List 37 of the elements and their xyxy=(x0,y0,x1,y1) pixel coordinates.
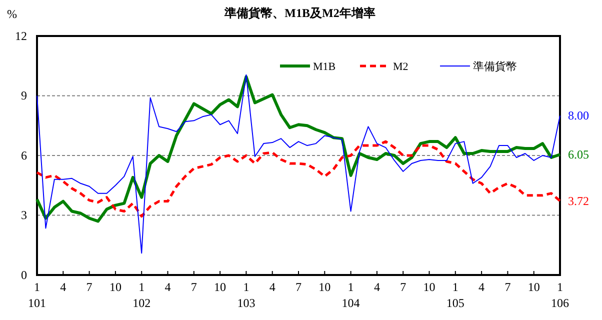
x-tick-label: 7 xyxy=(190,280,197,294)
x-tick-label: 4 xyxy=(164,280,171,294)
x-tick-label: 4 xyxy=(374,280,380,294)
x-tick-label: 1 101 xyxy=(28,280,46,310)
x-tick-label: 1 106 xyxy=(551,280,569,310)
x-tick-label: 7 xyxy=(296,280,302,294)
y-axis-title: % xyxy=(7,7,17,21)
x-tick-label: 4 xyxy=(478,280,485,294)
y-tick-label: 9 xyxy=(21,88,27,103)
line-series xyxy=(36,75,562,223)
data-label: 3.72 xyxy=(568,194,589,208)
y-tick-label: 0 xyxy=(21,268,27,282)
x-tick-label: 1 103 xyxy=(237,280,256,310)
x-tick-label: 10 xyxy=(423,280,436,294)
x-tick-label: 10 xyxy=(318,280,331,294)
x-tick-label: 1 102 xyxy=(132,280,151,310)
x-tick-label: 1 105 xyxy=(446,280,464,310)
x-tick-label: 7 xyxy=(504,280,511,294)
chart-title: 準備貨幣、M1B及M2年增率 xyxy=(224,6,376,20)
y-tick-label: 12 xyxy=(15,28,27,43)
x-tick-label: 1 104 xyxy=(342,280,360,310)
x-tick-label: 7 xyxy=(400,280,406,294)
y-tick-label: 6 xyxy=(21,148,27,162)
x-tick-label: 10 xyxy=(214,280,226,294)
x-tick-label: 4 xyxy=(60,280,66,294)
legend-label: M1B xyxy=(313,61,336,73)
line-series xyxy=(36,74,560,254)
legend-label: M2 xyxy=(393,61,408,73)
x-tick-label: 7 xyxy=(86,280,92,294)
legend-label: 準備貨幣 xyxy=(473,60,517,73)
y-tick-label: 3 xyxy=(21,208,27,222)
x-tick-label: 4 xyxy=(269,280,276,294)
data-label: 6.05 xyxy=(568,148,589,162)
line-series xyxy=(36,140,562,218)
x-tick-label: 10 xyxy=(109,280,122,294)
x-tick-label: 10 xyxy=(528,280,540,294)
data-label: 8.00 xyxy=(568,108,589,123)
